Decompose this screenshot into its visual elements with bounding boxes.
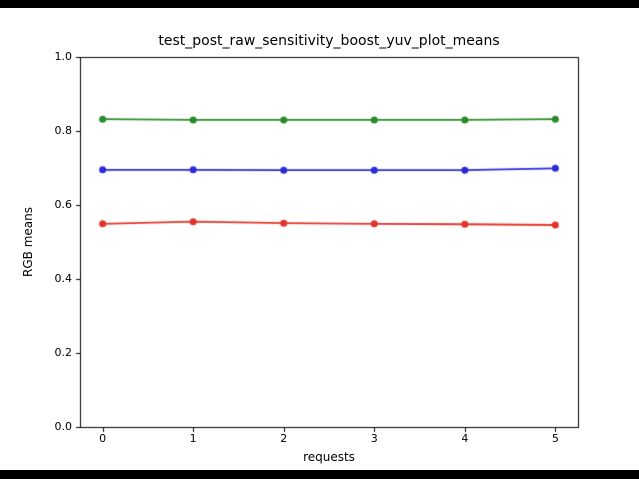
x-tick-label: 1 [189, 432, 197, 445]
y-tick-label: 0.8 [54, 124, 73, 137]
y-axis-label: RGB means [21, 207, 35, 277]
x-tick-label: 4 [461, 432, 469, 445]
y-tick-label: 0.6 [54, 198, 73, 211]
x-tick-label: 5 [551, 432, 559, 445]
bottom-letterbox-bar [0, 470, 639, 479]
top-letterbox-bar [0, 0, 639, 8]
y-tick-label: 0.4 [54, 272, 73, 285]
y-tick-label: 1.0 [54, 50, 73, 63]
x-tick-label: 0 [99, 432, 107, 445]
x-tick-label: 3 [370, 432, 378, 445]
y-tick-label: 0.2 [54, 346, 73, 359]
y-tick-label: 0.0 [54, 420, 73, 433]
x-tick-label: 2 [280, 432, 288, 445]
chart-title: test_post_raw_sensitivity_boost_yuv_plot… [158, 33, 500, 49]
x-axis-label: requests [303, 450, 355, 464]
